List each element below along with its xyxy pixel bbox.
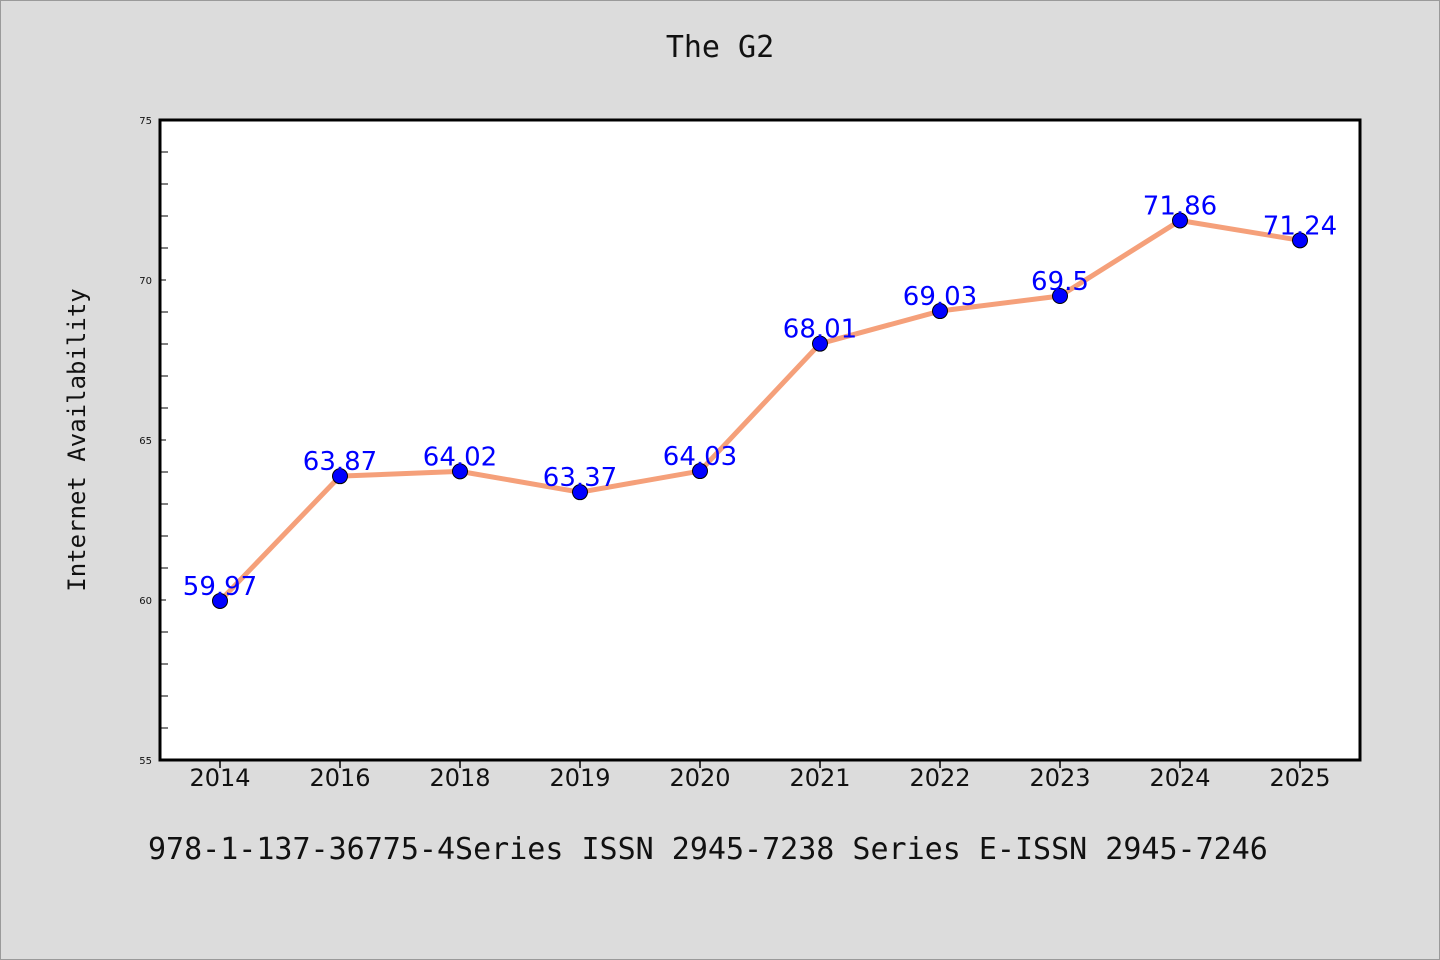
- data-point: [1052, 288, 1068, 304]
- plot-area: [158, 118, 1362, 762]
- data-label: 63.37: [543, 463, 617, 493]
- x-tick-label: 2021: [789, 764, 850, 792]
- series-line: [217, 217, 1303, 604]
- series-group: 59.97 63.87 64.02 63.37 64.03 68.01 69.03 69.5 7…: [183, 191, 1337, 609]
- data-point: [812, 335, 828, 352]
- data-label: 71.86: [1143, 191, 1217, 221]
- data-label: 68.01: [783, 315, 857, 345]
- data-point: [1172, 212, 1188, 229]
- data-label: 59.97: [183, 572, 257, 602]
- data-point: [212, 592, 228, 609]
- y-tick-label: 55: [139, 756, 152, 767]
- data-point: [332, 468, 348, 485]
- y-axis-ticks: 55 60 65 70 75: [139, 116, 168, 767]
- data-label: 64.02: [423, 442, 497, 472]
- data-label: 63.87: [303, 447, 377, 477]
- x-tick-label: 2022: [909, 764, 970, 792]
- x-tick-label: 2025: [1269, 764, 1330, 792]
- data-point: [572, 484, 588, 501]
- chart-title: The G2: [665, 30, 775, 65]
- data-label: 64.03: [663, 442, 737, 472]
- y-tick-label: 65: [139, 436, 152, 447]
- footer-caption: 978-1-137-36775-4Series ISSN 2945-7238 S…: [148, 832, 1268, 867]
- data-point: [452, 463, 468, 480]
- x-tick-label: 2020: [669, 764, 730, 792]
- y-axis-label: Internet Availability: [63, 288, 91, 591]
- x-tick-label: 2023: [1029, 764, 1090, 792]
- y-tick-label: 60: [139, 596, 152, 607]
- data-point: [692, 463, 708, 480]
- data-label: 69.03: [903, 282, 977, 312]
- x-axis-ticks: 2014 2016 2018 2019 2020 2021 2022 2023 2024 2025: [189, 760, 1331, 792]
- y-tick-label: 75: [139, 116, 152, 127]
- x-tick-label: 2019: [549, 764, 610, 792]
- x-tick-label: 2014: [189, 764, 250, 792]
- data-point: [932, 303, 948, 320]
- data-point: [1292, 232, 1308, 249]
- x-tick-label: 2018: [429, 764, 490, 792]
- y-tick-label: 70: [139, 276, 152, 287]
- data-label: 69.5: [1031, 267, 1089, 297]
- x-tick-label: 2016: [309, 764, 370, 792]
- data-label: 71.24: [1263, 211, 1337, 241]
- x-tick-label: 2024: [1149, 764, 1210, 792]
